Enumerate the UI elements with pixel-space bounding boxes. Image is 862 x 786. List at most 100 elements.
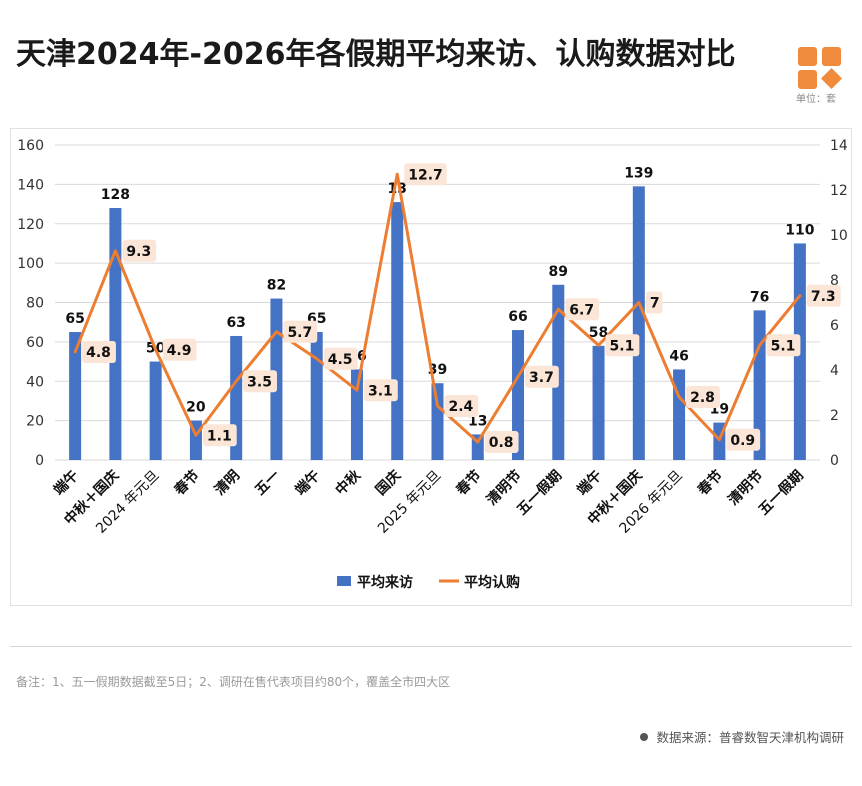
x-tick-label: 清明 xyxy=(211,467,243,499)
data-source-text: 数据来源：普睿数智天津机构调研 xyxy=(656,730,844,745)
legend-line-label: 平均认购 xyxy=(464,574,520,591)
y-left-tick-label: 60 xyxy=(26,335,44,351)
logo-diamond xyxy=(821,68,842,89)
line-value-label: 2.8 xyxy=(690,390,715,406)
y-left-tick-label: 100 xyxy=(17,256,44,272)
bar xyxy=(149,361,162,460)
line-value-label: 5.7 xyxy=(287,325,312,341)
y-left-tick-label: 80 xyxy=(26,296,44,312)
line-label-bg xyxy=(806,284,841,307)
bar xyxy=(310,332,323,460)
bar-value-label: 128 xyxy=(101,187,130,203)
y-right-tick-label: 6 xyxy=(830,318,839,334)
bar-value-label: 63 xyxy=(226,315,245,331)
footer-note: 备注：1、五一假期数据截至5日；2、调研在售代表项目约80个，覆盖全市四大区 xyxy=(16,675,451,689)
line-value-label: 5.1 xyxy=(771,338,796,354)
bar-value-label: 65 xyxy=(65,311,84,327)
line-label-bg xyxy=(404,163,447,186)
bar xyxy=(391,202,404,460)
x-tick-label: 五一假期 xyxy=(513,467,565,519)
bar-value-label: 82 xyxy=(267,278,286,294)
line-label-bg xyxy=(645,291,663,314)
x-tick-label: 春节 xyxy=(694,467,727,500)
line-value-label: 4.8 xyxy=(86,345,111,361)
y-left-tick-label: 120 xyxy=(17,217,44,233)
x-tick-label: 五一假期 xyxy=(755,467,807,519)
line-label-bg xyxy=(323,347,358,370)
x-tick-label: 春节 xyxy=(452,467,485,500)
bar xyxy=(673,369,686,460)
line-value-label: 5.1 xyxy=(610,338,635,354)
legend-bar-swatch xyxy=(337,576,351,586)
x-tick-label: 五一 xyxy=(252,468,283,499)
line-label-bg xyxy=(484,431,519,453)
line-label-bg xyxy=(202,424,237,447)
bar-value-label: 76 xyxy=(750,289,769,305)
line-value-label: 7.3 xyxy=(811,289,836,305)
y-left-tick-label: 0 xyxy=(35,453,44,469)
y-right-tick-label: 10 xyxy=(830,228,848,244)
data-source: 数据来源：普睿数智天津机构调研 xyxy=(640,727,844,746)
line-label-bg xyxy=(686,386,720,408)
bar-value-label: 110 xyxy=(785,222,814,238)
y-left-tick-label: 40 xyxy=(26,374,44,390)
bar-value-label: 89 xyxy=(549,264,568,280)
logo-square-2 xyxy=(822,47,841,66)
y-right-tick-label: 2 xyxy=(830,408,839,424)
y-right-tick-label: 0 xyxy=(830,453,839,469)
line-label-bg xyxy=(525,365,559,388)
x-tick-label: 端午 xyxy=(574,467,606,499)
x-tick-label: 端午 xyxy=(292,467,324,499)
bar-value-label: 139 xyxy=(624,165,653,181)
y-right-tick-label: 14 xyxy=(830,138,848,154)
line-label-bg xyxy=(363,379,398,402)
logo-square-1 xyxy=(798,47,817,66)
footer-divider xyxy=(10,646,852,647)
bar xyxy=(69,332,82,460)
y-left-tick-label: 160 xyxy=(17,138,44,154)
line-value-label: 3.7 xyxy=(529,370,554,386)
logo-square-3 xyxy=(798,70,817,89)
bar-value-label: 20 xyxy=(186,400,206,416)
line-value-label: 9.3 xyxy=(126,244,151,260)
line-value-label: 7 xyxy=(650,296,660,312)
line-value-label: 2.4 xyxy=(449,399,474,415)
brand-logo-icon xyxy=(798,47,842,89)
unit-label: 单位：套 xyxy=(796,94,836,105)
x-tick-label: 端午 xyxy=(50,467,82,499)
line-value-label: 3.5 xyxy=(247,374,272,390)
line-label-bg xyxy=(82,341,116,363)
line-value-label: 0.9 xyxy=(730,433,755,449)
bar xyxy=(753,310,766,460)
bar xyxy=(109,208,122,460)
line-label-bg xyxy=(766,334,801,357)
y-right-tick-label: 4 xyxy=(830,363,839,379)
chart-canvas: 0204060801001201401600246810121465128502… xyxy=(17,138,848,591)
bar-value-label: 58 xyxy=(589,325,608,341)
line-label-bg xyxy=(444,395,479,417)
bullet-dot-icon xyxy=(640,733,649,741)
line-value-label: 3.1 xyxy=(368,383,393,399)
x-tick-label: 春节 xyxy=(170,467,203,500)
line-value-label: 4.9 xyxy=(167,343,192,359)
bar-value-label: 13 xyxy=(387,181,406,197)
y-right-tick-label: 8 xyxy=(830,273,839,289)
line-label-bg xyxy=(122,239,157,262)
bar-value-label: 46 xyxy=(669,348,688,364)
line-value-label: 1.1 xyxy=(207,428,232,444)
line-value-label: 4.5 xyxy=(328,352,353,368)
bar xyxy=(632,186,645,460)
bar xyxy=(592,345,605,460)
x-tick-label: 中秋 xyxy=(332,466,365,499)
bar-value-label: 13 xyxy=(468,413,487,429)
line-value-label: 0.8 xyxy=(489,435,514,451)
y-left-tick-label: 140 xyxy=(17,177,44,193)
line-value-label: 6.7 xyxy=(569,302,594,318)
bar-value-label: 66 xyxy=(508,309,527,325)
line-label-bg xyxy=(243,370,277,393)
line-label-bg xyxy=(283,320,318,343)
series-line xyxy=(73,172,802,444)
line-value-label: 12.7 xyxy=(408,167,443,183)
line-label-bg xyxy=(162,338,197,361)
line-label-bg xyxy=(565,298,600,321)
